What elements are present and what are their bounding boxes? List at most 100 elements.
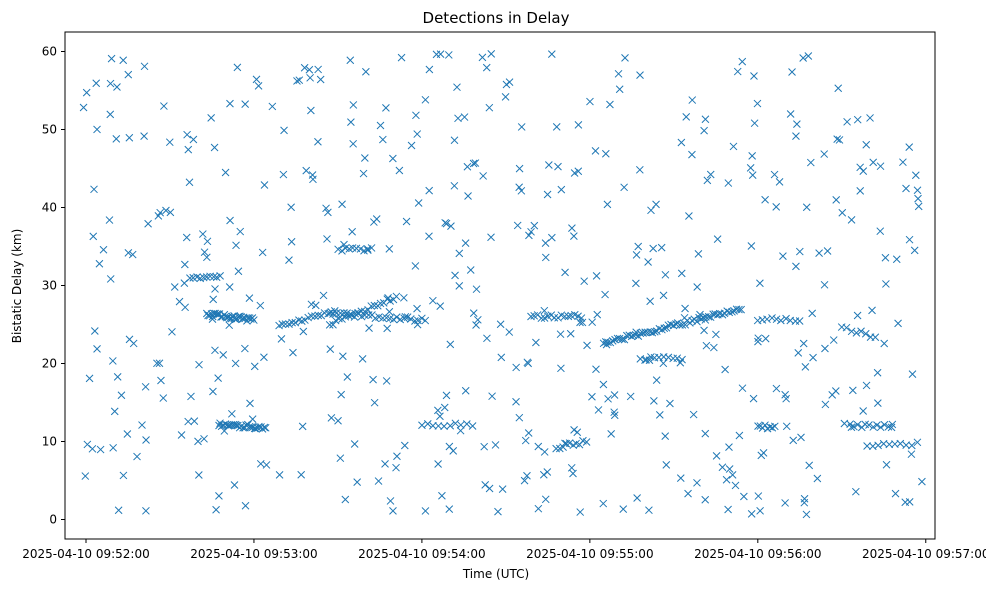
data-point xyxy=(905,143,914,151)
data-point xyxy=(187,392,195,401)
data-point xyxy=(750,119,759,128)
data-point xyxy=(515,183,524,192)
data-point xyxy=(421,316,430,325)
data-point xyxy=(661,432,670,440)
data-point xyxy=(245,422,254,431)
data-point xyxy=(696,310,704,319)
data-point xyxy=(806,158,815,167)
x-tick-label: 2025-04-10 09:55:00 xyxy=(526,547,653,561)
data-point xyxy=(483,334,491,343)
data-point xyxy=(451,419,460,428)
data-point xyxy=(106,275,115,283)
data-point xyxy=(543,468,552,476)
data-point xyxy=(392,463,400,472)
data-point xyxy=(515,164,524,173)
data-point xyxy=(601,149,610,158)
data-point xyxy=(293,77,301,85)
data-point xyxy=(488,392,496,401)
data-point xyxy=(383,324,392,333)
data-point xyxy=(307,106,315,115)
data-point xyxy=(99,245,108,254)
data-point xyxy=(905,235,914,244)
data-point xyxy=(661,270,670,279)
data-point xyxy=(369,375,377,384)
data-point xyxy=(513,221,522,230)
x-tick-label: 2025-04-10 09:52:00 xyxy=(22,547,149,561)
y-axis: 0 10 20 30 40 50 60 xyxy=(42,45,65,527)
data-point xyxy=(200,434,208,443)
data-point xyxy=(258,248,267,257)
data-point xyxy=(128,250,137,259)
data-point xyxy=(578,318,587,327)
data-point xyxy=(599,380,608,389)
data-point xyxy=(374,477,383,485)
data-point xyxy=(389,507,397,515)
data-point xyxy=(446,340,455,349)
data-point xyxy=(125,133,134,142)
data-point xyxy=(442,391,451,400)
data-point xyxy=(576,508,585,516)
data-point xyxy=(634,242,643,251)
data-point xyxy=(106,79,115,88)
data-point xyxy=(436,412,444,421)
data-point xyxy=(324,208,332,217)
data-point xyxy=(873,399,882,408)
data-point xyxy=(382,104,390,112)
data-point xyxy=(602,340,611,349)
data-point xyxy=(789,436,798,445)
data-point xyxy=(881,253,890,262)
data-point xyxy=(482,63,491,72)
x-tick-label: 2025-04-10 09:53:00 xyxy=(190,547,317,561)
data-point xyxy=(117,391,126,400)
data-point xyxy=(799,339,808,348)
data-point xyxy=(775,178,784,186)
data-point xyxy=(557,364,565,373)
data-point xyxy=(712,452,721,460)
data-point xyxy=(138,421,146,429)
data-point xyxy=(278,320,287,328)
data-point xyxy=(853,420,862,429)
data-point xyxy=(592,365,600,374)
data-point xyxy=(291,318,300,327)
data-point xyxy=(873,368,882,377)
data-point xyxy=(185,178,194,187)
data-point xyxy=(322,204,330,213)
data-point xyxy=(367,302,376,310)
data-point xyxy=(212,505,220,514)
data-point xyxy=(570,425,578,434)
data-point xyxy=(793,120,801,128)
data-point xyxy=(281,320,290,328)
data-point xyxy=(756,506,764,515)
data-point xyxy=(574,121,583,129)
data-point xyxy=(343,373,352,381)
data-point xyxy=(460,113,469,121)
data-point xyxy=(712,330,720,339)
data-point xyxy=(219,350,228,359)
data-point xyxy=(170,283,179,291)
data-point xyxy=(411,317,419,325)
data-point xyxy=(552,123,561,131)
data-point xyxy=(772,203,781,211)
data-point xyxy=(225,321,234,330)
data-point xyxy=(770,422,779,431)
data-point xyxy=(438,491,446,500)
data-point xyxy=(326,345,335,353)
data-point xyxy=(880,420,889,429)
data-point xyxy=(414,199,423,207)
data-point xyxy=(298,422,307,431)
data-point xyxy=(250,362,259,371)
data-point xyxy=(610,411,619,420)
data-point xyxy=(876,227,885,236)
data-point xyxy=(588,318,597,327)
data-point xyxy=(314,311,323,320)
data-point xyxy=(456,426,465,435)
data-point xyxy=(799,54,808,62)
data-point xyxy=(357,307,366,316)
data-point xyxy=(487,233,495,242)
data-point xyxy=(910,246,919,255)
data-point xyxy=(541,495,550,504)
data-point xyxy=(447,222,455,230)
data-point xyxy=(832,196,841,204)
data-point xyxy=(114,506,123,515)
data-point xyxy=(747,242,756,250)
